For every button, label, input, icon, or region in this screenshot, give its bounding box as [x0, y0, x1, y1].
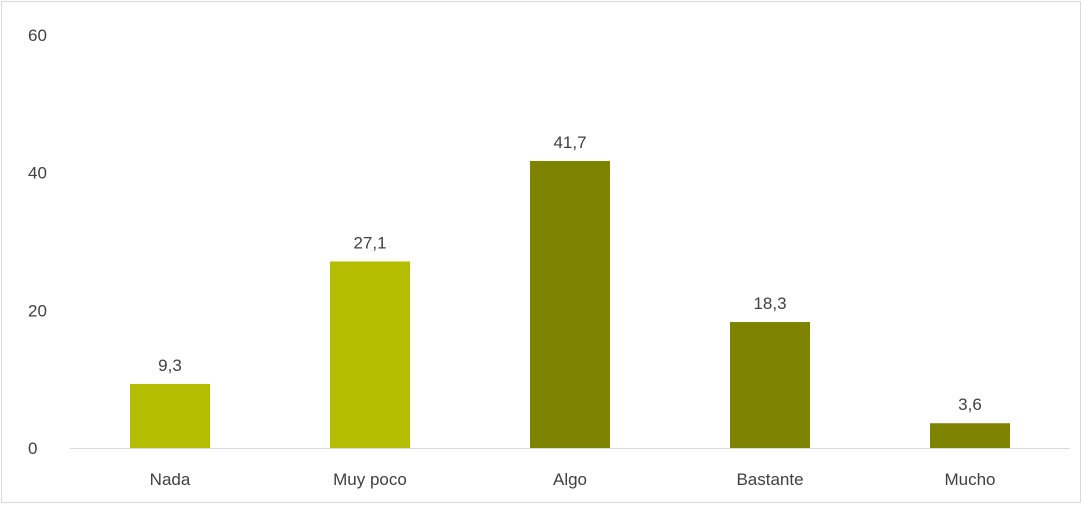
x-tick-label: Bastante [736, 470, 803, 489]
data-label: 9,3 [158, 356, 182, 375]
data-labels-group: 9,3 27,1 41,7 18,3 3,6 [158, 133, 982, 414]
y-tick-label: 0 [28, 439, 37, 458]
bar-bastante [730, 322, 810, 448]
data-label: 41,7 [553, 133, 586, 152]
y-tick-label: 40 [28, 164, 47, 183]
data-label: 18,3 [753, 294, 786, 313]
data-label: 27,1 [353, 233, 386, 252]
x-tick-label: Mucho [944, 470, 995, 489]
bar-nada [130, 383, 210, 448]
x-tick-label: Algo [553, 470, 587, 489]
x-axis-tick-labels: Nada Muy poco Algo Bastante Mucho [150, 470, 996, 489]
bar-mucho [930, 423, 1010, 448]
bars-group [130, 160, 1010, 448]
y-axis-tick-labels: 0 20 40 60 [28, 26, 47, 458]
y-tick-label: 20 [28, 301, 47, 320]
y-tick-label: 60 [28, 26, 47, 45]
x-tick-label: Muy poco [333, 470, 407, 489]
x-tick-label: Nada [150, 470, 191, 489]
bar-algo [530, 160, 610, 448]
data-label: 3,6 [958, 395, 982, 414]
bar-muy-poco [330, 261, 410, 448]
